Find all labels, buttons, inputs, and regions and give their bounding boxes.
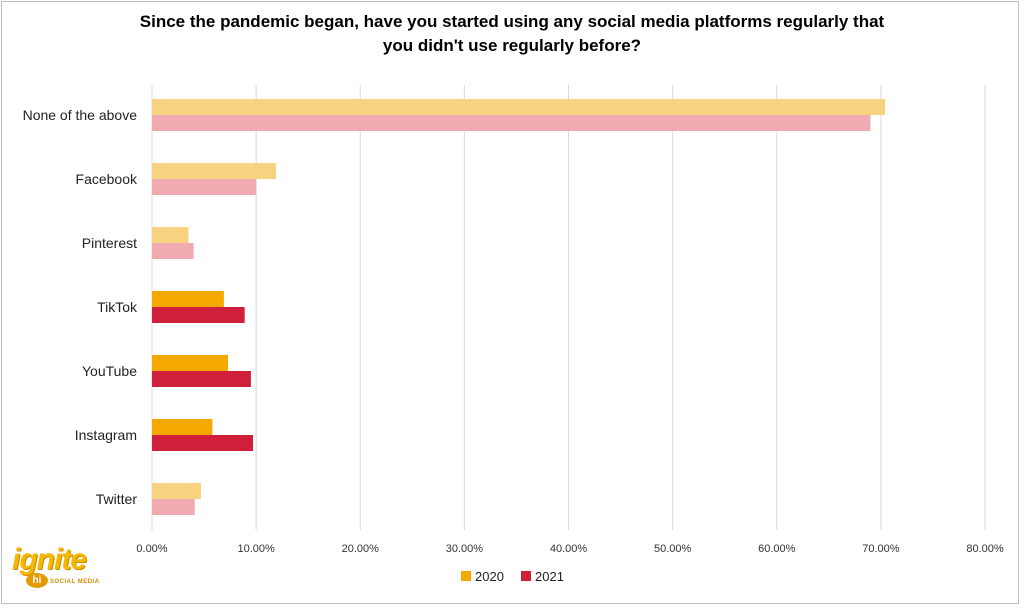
bar-2021-pinterest xyxy=(152,243,194,259)
x-tick-label: 40.00% xyxy=(550,543,588,555)
bar-2021-facebook xyxy=(152,179,257,195)
x-tick-label: 20.00% xyxy=(342,543,380,555)
label-layer: 0.00% 10.00% 20.00% 30.00% 40.00% 50.00% 60.00… xyxy=(23,107,1004,555)
category-label: None of the above xyxy=(23,107,138,123)
bar-2020-instagram xyxy=(152,419,213,435)
category-label: YouTube xyxy=(82,363,137,379)
category-label: Facebook xyxy=(76,171,138,187)
bar-layer xyxy=(152,99,886,515)
legend-label: 2020 xyxy=(475,569,504,584)
bar-2021-instagram xyxy=(152,435,254,451)
logo-subtitle: SOCIAL MEDIA xyxy=(50,579,100,585)
x-tick-label: 60.00% xyxy=(758,543,796,555)
ignite-logo: ignite hi SOCIAL MEDIA xyxy=(12,543,104,603)
legend-label: 2021 xyxy=(535,569,564,584)
chart-title: Since the pandemic began, have you start… xyxy=(0,10,1024,58)
x-tick-label: 10.00% xyxy=(237,543,275,555)
grid-layer xyxy=(151,85,986,530)
legend-swatch xyxy=(461,571,471,581)
chart-title-line-1: Since the pandemic began, have you start… xyxy=(139,12,885,31)
category-label: Pinterest xyxy=(82,235,137,251)
bar-2020-pinterest xyxy=(152,227,189,243)
bar-2020-twitter xyxy=(152,483,201,499)
bar-2021-tiktok xyxy=(152,307,245,323)
category-label: Instagram xyxy=(75,427,137,443)
bar-2020-tiktok xyxy=(152,291,224,307)
bar-2020-none-of-the-above xyxy=(152,99,886,115)
chart-title-line-2: you didn't use regularly before? xyxy=(382,36,642,55)
category-label: Twitter xyxy=(96,491,138,507)
x-tick-label: 30.00% xyxy=(446,543,484,555)
category-label: TikTok xyxy=(97,299,138,315)
x-tick-label: 50.00% xyxy=(654,543,692,555)
legend-swatch xyxy=(521,571,531,581)
logo-wordmark: ignite xyxy=(12,543,87,576)
x-tick-label: 70.00% xyxy=(862,543,900,555)
x-tick-label: 80.00% xyxy=(966,543,1004,555)
bar-2020-facebook xyxy=(152,163,276,179)
bar-2020-youtube xyxy=(152,355,229,371)
x-tick-label: 0.00% xyxy=(136,543,167,555)
bar-2021-youtube xyxy=(152,371,251,387)
bar-2021-none-of-the-above xyxy=(152,115,871,131)
logo-badge: hi xyxy=(26,573,48,588)
bar-2021-twitter xyxy=(152,499,195,515)
legend: 2020 2021 xyxy=(461,569,564,584)
